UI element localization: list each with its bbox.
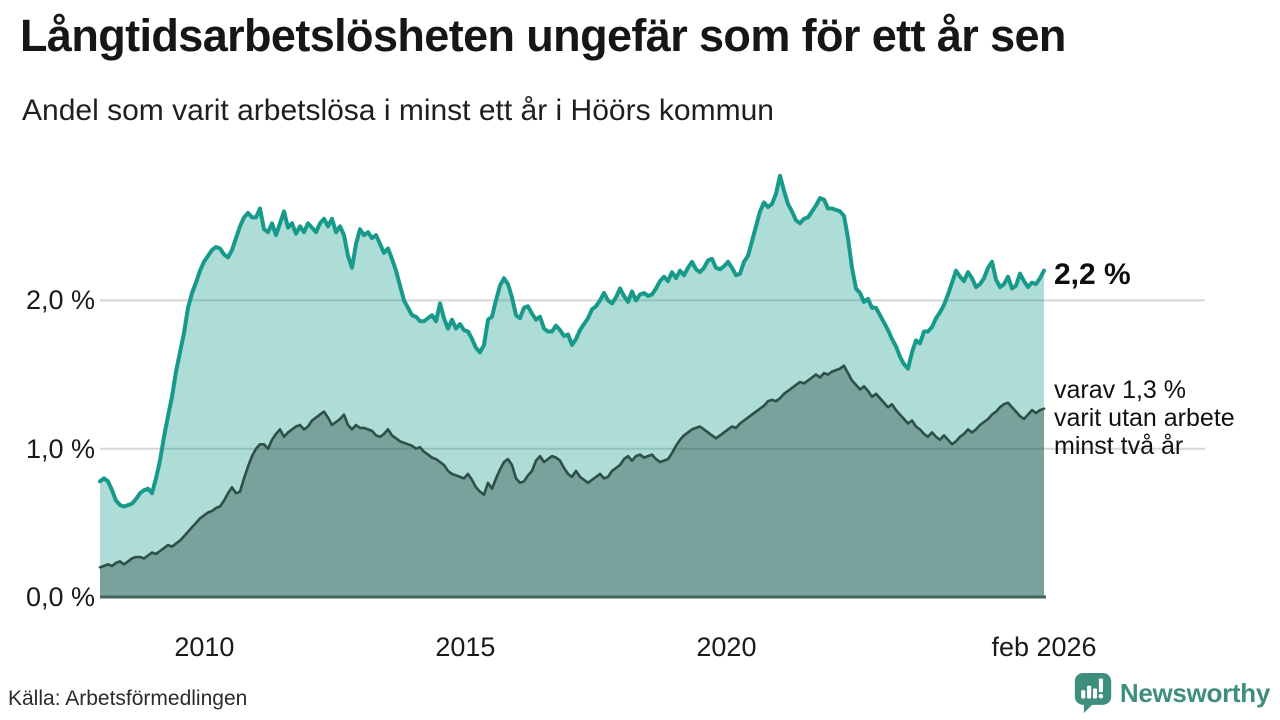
x-tick-label: 2020 bbox=[696, 632, 757, 662]
page-subtitle: Andel som varit arbetslösa i minst ett å… bbox=[22, 94, 774, 127]
line-2plus bbox=[98, 364, 1046, 569]
newsworthy-logo: Newsworthy bbox=[1073, 672, 1270, 714]
x-tick-label: 2010 bbox=[174, 632, 235, 662]
x-tick-label: 2015 bbox=[435, 632, 496, 662]
gridlines bbox=[100, 299, 1205, 450]
y-tick-label: 0,0 % bbox=[25, 582, 95, 612]
source-note: Källa: Arbetsförmedlingen bbox=[8, 687, 248, 710]
two-year-value-label: varav 1,3 % varit utan arbete minst två … bbox=[1054, 376, 1235, 460]
newsworthy-logo-text: Newsworthy bbox=[1119, 677, 1270, 708]
y-tick-label: 2,0 % bbox=[25, 285, 95, 316]
newsworthy-logo-icon bbox=[1073, 672, 1113, 714]
page-title: Långtidsarbetslösheten ungefär som för e… bbox=[20, 10, 1066, 61]
x-tick-label: feb 2026 bbox=[991, 632, 1097, 662]
two-year-label-line3: minst två år bbox=[1054, 432, 1184, 460]
latest-value-label: 2,2 % bbox=[1054, 258, 1131, 291]
two-year-label-line1: varav 1,3 % bbox=[1054, 376, 1187, 404]
y-tick-label: 1,0 % bbox=[25, 433, 95, 464]
area-1plus bbox=[100, 175, 1044, 598]
two-year-label-line2: varit utan arbete bbox=[1054, 404, 1235, 432]
line-1plus bbox=[98, 173, 1046, 509]
